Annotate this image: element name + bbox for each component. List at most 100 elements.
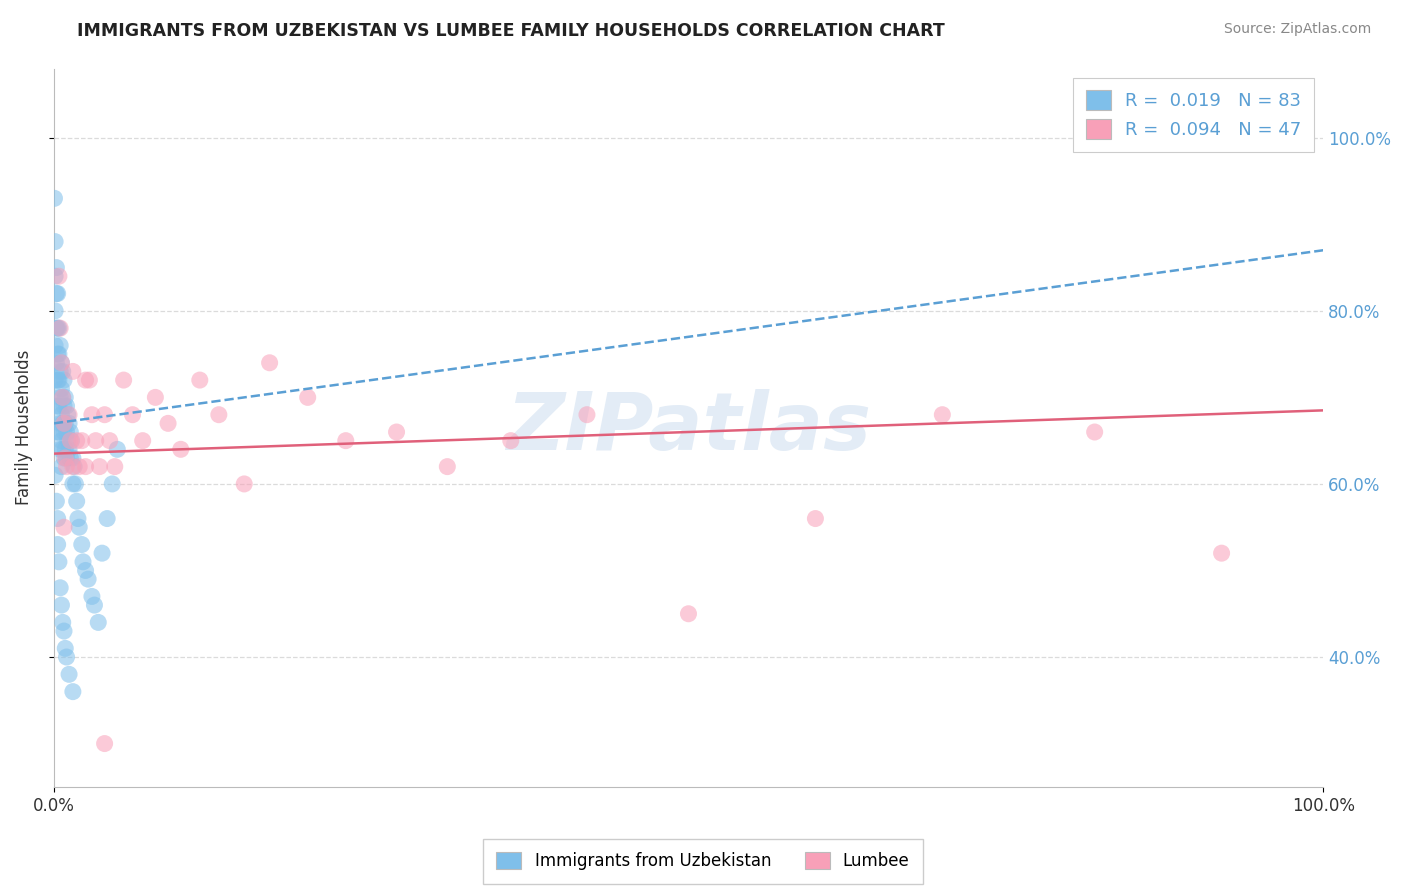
Point <box>51 598 73 612</box>
Text: Source: ZipAtlas.com: Source: ZipAtlas.com <box>1223 22 1371 37</box>
Point <box>62 477 84 491</box>
Point <box>53 373 76 387</box>
Point <box>58 442 80 457</box>
Point <box>62 684 84 698</box>
Point <box>89 459 111 474</box>
Point <box>575 408 598 422</box>
Point <box>46 347 69 361</box>
Point <box>48 347 70 361</box>
Point <box>53 417 76 431</box>
Point <box>53 450 76 465</box>
Point <box>931 408 953 422</box>
Point <box>131 434 153 448</box>
Point <box>157 417 180 431</box>
Point <box>48 269 70 284</box>
Point <box>62 364 84 378</box>
Point <box>45 260 67 275</box>
Point <box>45 321 67 335</box>
Point <box>52 417 75 431</box>
Point <box>75 564 97 578</box>
Point <box>46 537 69 551</box>
Point <box>51 356 73 370</box>
Point <box>77 572 100 586</box>
Point <box>499 434 522 448</box>
Point <box>52 615 75 630</box>
Point <box>80 408 103 422</box>
Point <box>59 450 82 465</box>
Point <box>44 468 66 483</box>
Point <box>93 408 115 422</box>
Point <box>96 511 118 525</box>
Point <box>59 425 82 439</box>
Point <box>44 191 66 205</box>
Point <box>46 373 69 387</box>
Point <box>60 434 83 448</box>
Point <box>44 269 66 284</box>
Point <box>188 373 211 387</box>
Point <box>46 286 69 301</box>
Point <box>75 373 97 387</box>
Point <box>121 408 143 422</box>
Point <box>45 494 67 508</box>
Point <box>49 321 72 335</box>
Point <box>87 615 110 630</box>
Point <box>52 391 75 405</box>
Point <box>93 737 115 751</box>
Point <box>44 373 66 387</box>
Legend: R =  0.019   N = 83, R =  0.094   N = 47: R = 0.019 N = 83, R = 0.094 N = 47 <box>1073 78 1315 152</box>
Point <box>56 408 79 422</box>
Point <box>51 408 73 422</box>
Point <box>72 555 94 569</box>
Point <box>145 391 167 405</box>
Point <box>63 459 86 474</box>
Point <box>233 477 256 491</box>
Point <box>49 391 72 405</box>
Point <box>48 555 70 569</box>
Point <box>65 477 87 491</box>
Point <box>335 434 357 448</box>
Point <box>70 434 93 448</box>
Point <box>53 417 76 431</box>
Point <box>58 667 80 681</box>
Point <box>66 434 89 448</box>
Point <box>49 442 72 457</box>
Point <box>46 511 69 525</box>
Point <box>91 546 114 560</box>
Point <box>70 537 93 551</box>
Point <box>84 434 107 448</box>
Point <box>79 373 101 387</box>
Point <box>46 321 69 335</box>
Point <box>1211 546 1233 560</box>
Point <box>55 459 77 474</box>
Point <box>66 494 89 508</box>
Point <box>51 356 73 370</box>
Point <box>51 434 73 448</box>
Point <box>55 450 77 465</box>
Point <box>104 459 127 474</box>
Point <box>52 391 75 405</box>
Point <box>66 511 89 525</box>
Text: IMMIGRANTS FROM UZBEKISTAN VS LUMBEE FAMILY HOUSEHOLDS CORRELATION CHART: IMMIGRANTS FROM UZBEKISTAN VS LUMBEE FAM… <box>77 22 945 40</box>
Point <box>67 520 90 534</box>
Point <box>44 235 66 249</box>
Point <box>53 641 76 656</box>
Point <box>208 408 231 422</box>
Point <box>170 442 193 457</box>
Point <box>55 650 77 665</box>
Point <box>45 286 67 301</box>
Point <box>58 417 80 431</box>
Point <box>75 459 97 474</box>
Point <box>58 408 80 422</box>
Point <box>51 459 73 474</box>
Point <box>46 399 69 413</box>
Point <box>48 321 70 335</box>
Point <box>259 356 281 370</box>
Point <box>385 425 408 439</box>
Point <box>678 607 700 621</box>
Point <box>112 373 135 387</box>
Point <box>46 425 69 439</box>
Point <box>53 399 76 413</box>
Point <box>49 417 72 431</box>
Point <box>49 581 72 595</box>
Point <box>436 459 458 474</box>
